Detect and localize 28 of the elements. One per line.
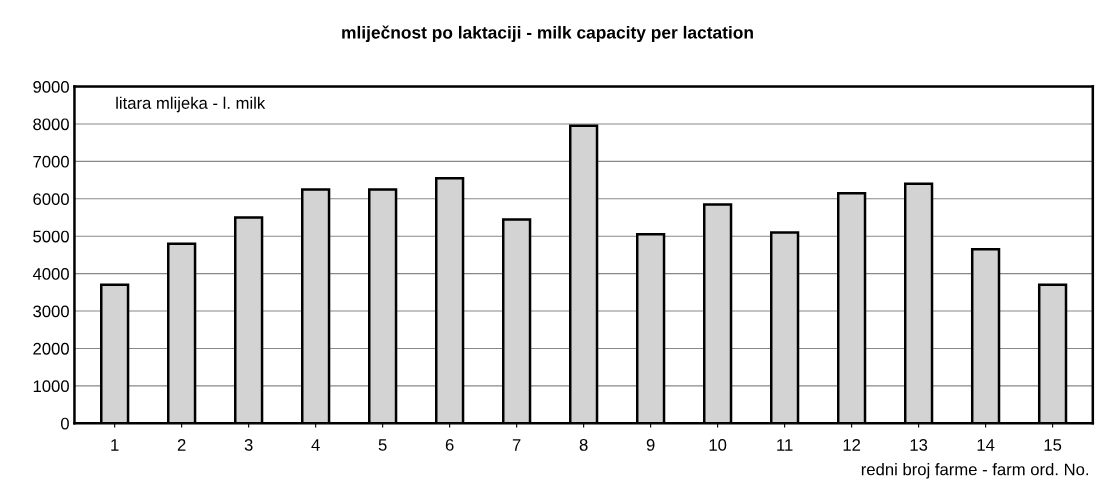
x-tick-label: 15	[1044, 439, 1062, 451]
x-tick-label: 4	[311, 439, 320, 451]
y-tick-label: 3000	[33, 305, 69, 318]
y-tick-label: 8000	[33, 118, 69, 131]
x-tick-label: 8	[579, 439, 588, 451]
x-tick-label: 6	[445, 439, 454, 451]
x-tick-label: 12	[843, 439, 861, 451]
x-tick-label: 10	[709, 439, 727, 451]
y-tick-label: 7000	[33, 155, 69, 168]
annotation: litara mlijeka - l. milk	[116, 96, 266, 113]
x-tick-label: 1	[111, 439, 119, 451]
x-tick-label: 11	[777, 439, 793, 451]
y-tick-label: 6000	[33, 193, 69, 206]
x-tick-label: 13	[910, 439, 928, 451]
y-tick-label: 4000	[32, 268, 69, 280]
x-tick-label: 14	[977, 439, 995, 451]
y-tick-label: 5000	[33, 230, 69, 243]
x-axis-title: redni broj farme - farm ord. No.	[861, 463, 1089, 479]
x-tick-label: 3	[244, 439, 253, 451]
y-tick-label: 2000	[33, 342, 69, 355]
y-tick-label: 0	[60, 417, 69, 430]
x-tick-label: 7	[512, 439, 521, 451]
x-tick-label: 9	[646, 439, 655, 451]
chart-title: mliječnost po laktaciji - milk capacity per lactation	[342, 25, 753, 43]
y-tick-label: 9000	[33, 80, 69, 93]
x-tick-label: 2	[177, 439, 186, 451]
x-tick-label: 5	[378, 439, 387, 451]
y-tick-label: 1000	[33, 380, 69, 393]
